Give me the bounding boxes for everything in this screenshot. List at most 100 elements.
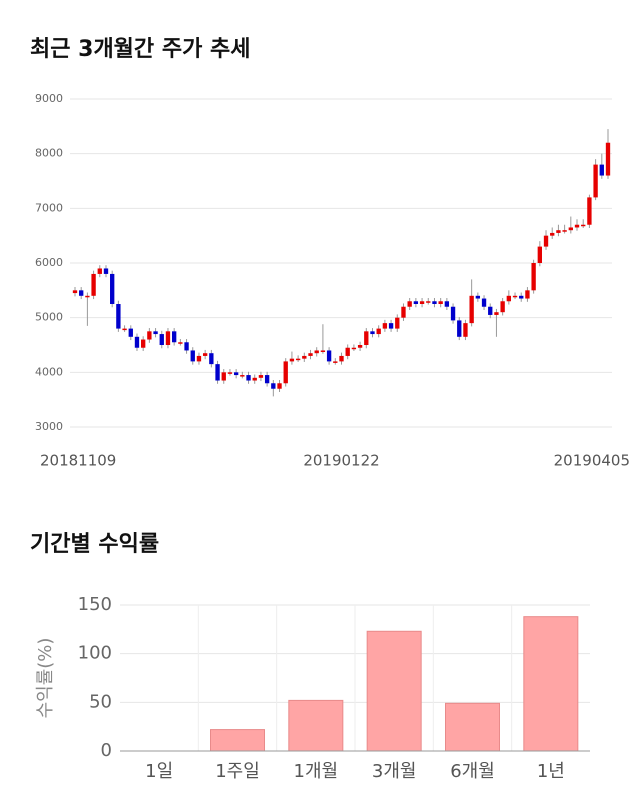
- y-tick-label: 50: [89, 691, 112, 712]
- x-tick-label: 6개월: [450, 761, 495, 782]
- candle-body: [153, 331, 158, 335]
- candle-body: [500, 301, 505, 313]
- candle-body: [605, 142, 611, 176]
- bar: [288, 699, 344, 752]
- candle-body: [407, 301, 412, 307]
- candle-body: [190, 350, 195, 362]
- candle-body: [339, 355, 344, 362]
- y-tick-label: 7000: [35, 201, 63, 214]
- candle-body: [370, 331, 375, 335]
- candle-body: [314, 350, 319, 354]
- candle-body: [556, 230, 561, 233]
- candle-body: [97, 268, 102, 274]
- candle-body: [258, 375, 264, 378]
- x-tick-label: 3개월: [372, 761, 417, 782]
- y-tick-label: 3000: [35, 420, 63, 433]
- candle-body: [506, 295, 512, 302]
- candle-body: [333, 361, 338, 363]
- candle-body: [103, 268, 109, 274]
- candle-body: [426, 301, 431, 303]
- y-tick-label: 100: [78, 643, 112, 664]
- candle-body: [202, 353, 208, 356]
- candle-body: [593, 164, 598, 198]
- candle-body: [122, 328, 127, 331]
- candle-body: [246, 375, 251, 381]
- candle-body: [401, 306, 406, 318]
- candle-body: [537, 246, 542, 263]
- candle-body: [364, 331, 369, 345]
- y-tick-label: 6000: [35, 256, 63, 269]
- candle-body: [283, 361, 288, 384]
- candle-body: [116, 304, 121, 329]
- candle-body: [252, 377, 257, 381]
- candle-body: [165, 331, 171, 345]
- candle-body: [469, 295, 474, 324]
- candle-body: [320, 350, 326, 352]
- candle-body: [450, 306, 456, 321]
- candle-body: [209, 353, 214, 365]
- candle-body: [302, 355, 307, 359]
- candle-body: [295, 358, 301, 361]
- candle-body: [444, 301, 450, 307]
- candle-body: [196, 355, 202, 362]
- candle-body: [215, 364, 220, 381]
- candle-body: [171, 331, 177, 343]
- candle-body: [438, 301, 443, 304]
- candle-body: [233, 372, 239, 376]
- y-tick-label: 8000: [35, 147, 63, 160]
- candle-body: [463, 323, 468, 337]
- chart-title: 최근 3개월간 주가 추세: [30, 37, 250, 62]
- candle-body: [240, 375, 245, 377]
- candle-body: [289, 358, 295, 362]
- candle-body: [475, 295, 481, 299]
- candle-body: [512, 295, 518, 298]
- candle-body: [574, 224, 580, 228]
- x-tick-label: 20181109: [40, 452, 116, 470]
- candle-body: [351, 347, 357, 350]
- candle-body: [134, 336, 140, 348]
- candle-body: [413, 301, 419, 304]
- candle-body: [357, 345, 363, 348]
- x-tick-label: 20190405: [554, 452, 630, 470]
- candle-body: [277, 383, 282, 389]
- candle-body: [85, 295, 90, 298]
- y-tick-label: 4000: [35, 365, 63, 378]
- candle-body: [581, 224, 586, 227]
- candle-body: [432, 301, 437, 304]
- candle-body: [599, 164, 604, 176]
- candle-body: [72, 290, 78, 294]
- candle-body: [184, 342, 189, 351]
- candle-body: [525, 290, 530, 299]
- y-tick-label: 9000: [35, 92, 63, 105]
- candle-body: [388, 323, 394, 329]
- candle-body: [345, 347, 350, 356]
- y-tick-label: 150: [78, 594, 112, 615]
- candle-body: [481, 298, 487, 307]
- candle-body: [128, 328, 133, 337]
- candle-body: [531, 263, 536, 291]
- y-axis-label: 수익률(%): [35, 638, 56, 719]
- candle-body: [550, 232, 555, 236]
- candle-body: [308, 353, 313, 356]
- candle-body: [271, 383, 276, 389]
- candle-body: [178, 342, 183, 344]
- candle-body: [382, 323, 388, 329]
- candle-body: [494, 312, 499, 315]
- candle-body: [79, 290, 84, 296]
- candle-body: [227, 372, 233, 374]
- candle-body: [110, 273, 115, 304]
- candle-body: [159, 334, 164, 345]
- candle-body: [488, 306, 493, 315]
- candle-body: [519, 295, 524, 299]
- candle-body: [562, 230, 567, 232]
- y-tick-label: 5000: [35, 311, 63, 324]
- bar: [210, 729, 265, 752]
- bar: [523, 616, 579, 752]
- x-tick-label: 20190122: [303, 452, 379, 470]
- candle-body: [419, 301, 425, 304]
- candle-body: [221, 372, 226, 381]
- candle-body: [543, 235, 549, 247]
- candle-body: [326, 350, 332, 362]
- candle-body: [457, 320, 462, 337]
